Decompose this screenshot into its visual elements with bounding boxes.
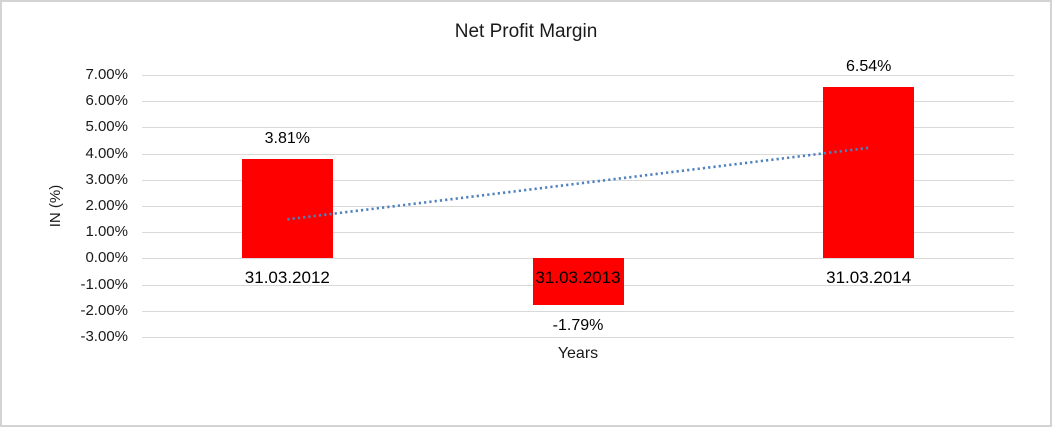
y-axis-tick-label: -3.00% <box>80 328 128 345</box>
data-label: 6.54% <box>845 58 892 76</box>
category-label: 31.03.2014 <box>826 268 912 288</box>
y-axis-tick-label: 0.00% <box>85 249 128 267</box>
y-axis-tick-label: 3.00% <box>85 170 128 188</box>
y-axis-tick-label: -2.00% <box>80 301 128 319</box>
gridline <box>142 101 1014 103</box>
y-axis-tick-label: 1.00% <box>85 223 128 241</box>
gridline <box>142 127 1014 129</box>
category-label: 31.03.2012 <box>244 268 330 288</box>
category-label: 31.03.2013 <box>535 268 621 288</box>
gridline <box>142 75 1014 76</box>
bar <box>532 258 624 306</box>
data-label: -1.79% <box>552 317 604 335</box>
chart-title: Net Profit Margin <box>454 21 598 42</box>
y-axis-tick-label: 5.00% <box>85 118 128 136</box>
data-label: 3.81% <box>264 129 311 147</box>
y-axis-tick-label: 7.00% <box>85 66 128 83</box>
gridline <box>142 232 1014 234</box>
bar <box>823 87 915 259</box>
gridline <box>142 337 1014 338</box>
y-axis-tick-label: 4.00% <box>85 144 128 162</box>
linear-trendline <box>287 146 869 221</box>
bar <box>241 158 333 259</box>
gridline <box>142 310 1014 312</box>
y-axis-tick-label: -1.00% <box>80 275 128 293</box>
x-axis-title: Years <box>557 345 599 362</box>
y-axis-tick-label: 6.00% <box>85 92 128 110</box>
y-axis-tick-label: 2.00% <box>85 197 128 214</box>
